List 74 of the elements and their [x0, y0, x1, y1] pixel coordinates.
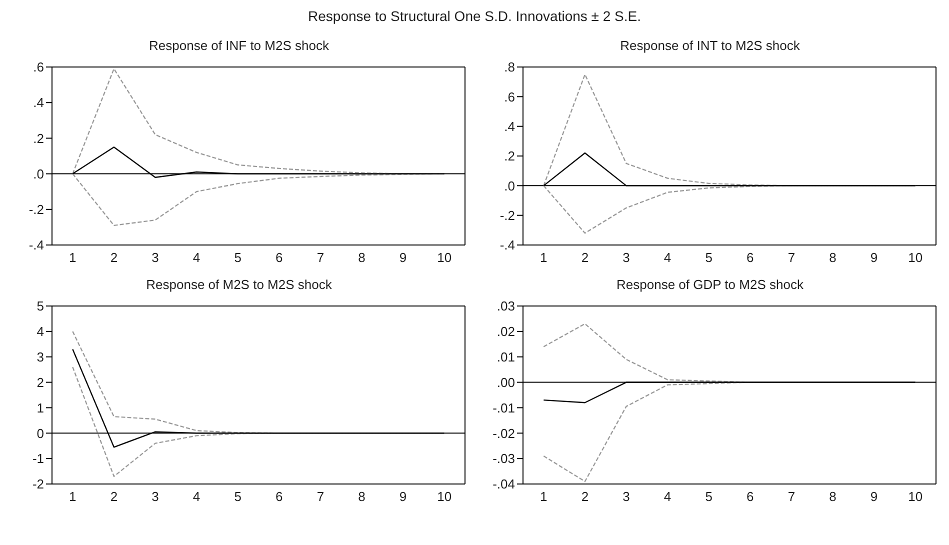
x-tick-label: 2 — [110, 489, 118, 504]
x-tick-label: 3 — [152, 250, 159, 266]
y-tick-label: -.4 — [28, 238, 44, 253]
y-tick-label: .2 — [33, 130, 44, 146]
chart-title: Response of GDP to M2S shock — [616, 277, 804, 294]
x-tick-label: 7 — [316, 489, 324, 504]
y-tick-label: .0 — [33, 166, 44, 182]
y-tick-label: -.01 — [492, 400, 515, 416]
chart-title: Response of INT to M2S shock — [619, 38, 801, 55]
x-tick-label: 5 — [705, 489, 712, 504]
x-tick-label: 3 — [622, 489, 630, 504]
x-tick-label: 1 — [540, 250, 548, 266]
x-tick-label: 4 — [192, 250, 200, 266]
y-tick-label: .02 — [496, 324, 515, 340]
x-tick-label: 6 — [276, 250, 283, 266]
y-tick-label: 0 — [36, 426, 44, 441]
y-tick-label: .6 — [33, 60, 44, 75]
x-tick-label: 1 — [540, 489, 548, 504]
x-tick-label: 6 — [746, 250, 754, 266]
x-tick-label: 4 — [664, 489, 672, 504]
y-tick-label: -.04 — [492, 476, 515, 492]
y-tick-label: -.03 — [492, 451, 515, 466]
x-tick-label: 10 — [908, 250, 923, 266]
x-tick-label: 2 — [581, 250, 589, 266]
x-tick-label: 4 — [664, 250, 672, 266]
x-tick-label: 10 — [437, 489, 452, 504]
y-tick-label: .6 — [504, 89, 515, 104]
x-tick-label: 1 — [69, 250, 76, 266]
x-tick-label: 6 — [746, 489, 754, 504]
x-tick-label: 7 — [788, 250, 796, 266]
y-tick-label: .00 — [496, 374, 515, 390]
x-tick-label: 4 — [192, 489, 200, 504]
x-tick-label: 9 — [870, 250, 878, 266]
x-tick-label: 9 — [399, 489, 407, 504]
y-tick-label: .4 — [33, 95, 44, 110]
x-tick-label: 8 — [829, 250, 836, 266]
y-tick-label: -.4 — [500, 238, 515, 253]
y-tick-label: 1 — [36, 400, 44, 416]
x-tick-label: 7 — [788, 489, 796, 504]
x-tick-label: 2 — [110, 250, 118, 266]
x-tick-label: 3 — [622, 250, 630, 266]
x-tick-label: 8 — [358, 489, 366, 504]
x-tick-label: 2 — [581, 489, 589, 504]
y-tick-label: -2 — [32, 476, 44, 492]
x-tick-label: 9 — [399, 250, 407, 266]
y-tick-label: 4 — [36, 324, 44, 340]
x-tick-label: 8 — [358, 250, 366, 266]
x-tick-label: 8 — [829, 489, 836, 504]
x-tick-label: 10 — [437, 250, 452, 266]
x-tick-label: 6 — [276, 489, 283, 504]
y-tick-label: -.02 — [492, 426, 515, 441]
x-tick-label: 5 — [234, 250, 242, 266]
y-tick-label: 3 — [36, 349, 44, 364]
y-tick-label: .03 — [496, 298, 515, 314]
x-tick-label: 9 — [870, 489, 878, 504]
x-tick-label: 5 — [234, 489, 242, 504]
y-tick-label: -.2 — [500, 208, 515, 223]
chart-title: Response of INF to M2S shock — [148, 38, 330, 55]
x-tick-label: 5 — [705, 250, 712, 266]
y-tick-label: .01 — [496, 349, 515, 364]
x-tick-label: 3 — [152, 489, 159, 504]
y-tick-label: -.2 — [28, 202, 44, 218]
y-tick-label: .0 — [504, 178, 515, 194]
y-tick-label: 5 — [36, 298, 44, 314]
text: Response to Structural One S.D. Innovations ± 2 S.E. — [307, 8, 642, 26]
y-tick-label: 2 — [36, 374, 44, 390]
y-tick-label: .4 — [504, 118, 515, 134]
chart-title: Response of M2S to M2S shock — [145, 277, 333, 294]
x-tick-label: 10 — [908, 489, 923, 504]
y-tick-label: .2 — [504, 148, 515, 164]
y-tick-label: -1 — [32, 451, 44, 466]
x-tick-label: 7 — [316, 250, 324, 266]
y-tick-label: .8 — [504, 60, 515, 75]
x-tick-label: 1 — [69, 489, 76, 504]
